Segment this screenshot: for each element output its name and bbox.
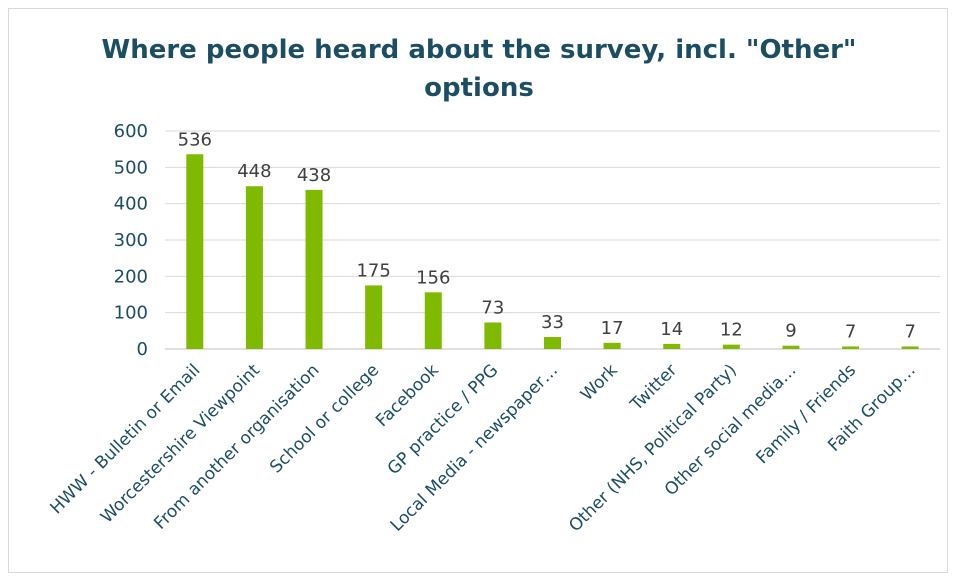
- data-label: 175: [356, 260, 390, 281]
- bar: [842, 346, 860, 349]
- bar: [365, 285, 383, 349]
- data-label: 448: [237, 161, 271, 182]
- bar: [722, 344, 740, 349]
- category-label: Twitter: [626, 360, 681, 415]
- bar: [186, 154, 204, 349]
- data-label: 17: [601, 318, 624, 339]
- y-tick-label: 300: [114, 230, 148, 251]
- data-label: 73: [481, 297, 504, 318]
- y-tick-label: 400: [114, 194, 148, 215]
- data-label: 14: [660, 319, 683, 340]
- chart-frame: [8, 8, 948, 573]
- data-label: 156: [416, 267, 450, 288]
- bar: [484, 322, 502, 349]
- data-label: 7: [845, 321, 856, 342]
- y-tick-label: 100: [114, 303, 148, 324]
- data-label: 536: [178, 129, 212, 150]
- y-tick-label: 600: [114, 121, 148, 142]
- y-tick-label: 0: [137, 339, 148, 360]
- data-label: 9: [785, 321, 796, 342]
- data-label: 7: [904, 321, 915, 342]
- category-label: School or college: [266, 360, 383, 477]
- bar: [603, 342, 621, 349]
- data-label: 33: [541, 312, 564, 333]
- category-label: GP practice / PPG: [384, 360, 503, 479]
- bar: [901, 346, 919, 349]
- bar: [663, 343, 681, 349]
- bar: [544, 337, 561, 349]
- chart-title-line-1: Where people heard about the survey, inc…: [101, 35, 857, 65]
- bar: [424, 292, 442, 349]
- category-label: Work: [577, 360, 622, 405]
- chart-title-line-2: options: [424, 73, 534, 103]
- y-tick-label: 200: [114, 266, 148, 287]
- bar: [245, 186, 263, 349]
- bar: [305, 189, 323, 349]
- bar: [782, 345, 800, 349]
- y-tick-label: 500: [114, 157, 148, 178]
- category-label: Family / Friends: [752, 360, 860, 468]
- chart-title: Where people heard about the survey, inc…: [0, 0, 958, 110]
- data-label: 438: [297, 165, 331, 186]
- data-label: 12: [720, 320, 743, 341]
